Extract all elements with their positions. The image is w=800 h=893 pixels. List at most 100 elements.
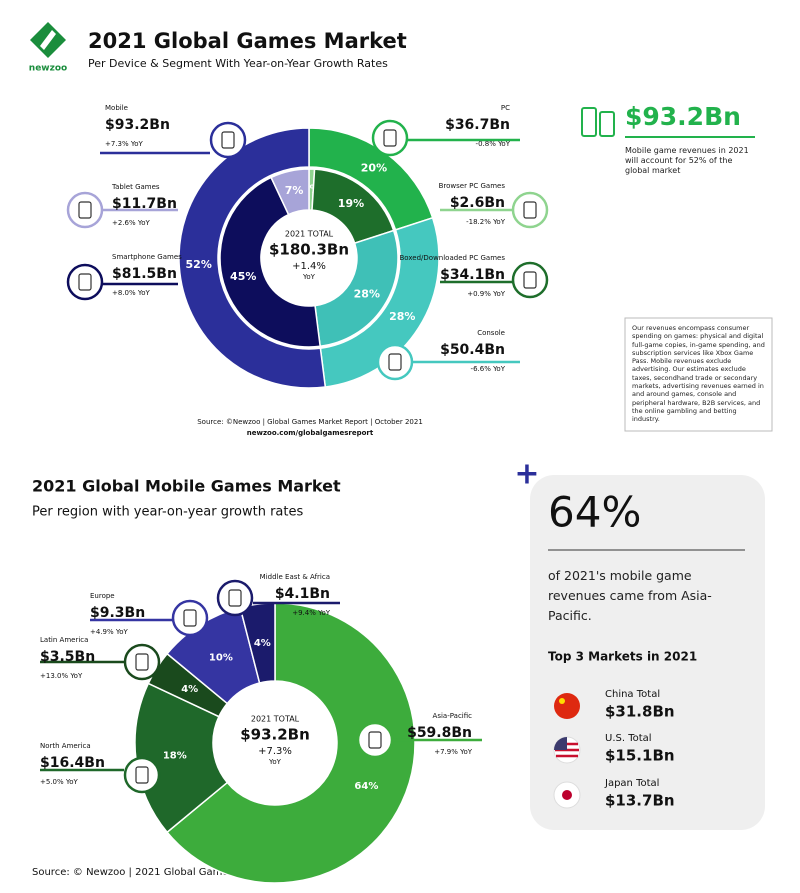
callout-value: $34.1Bn [440, 267, 505, 283]
icon-glyph [135, 653, 149, 671]
icon-glyph [228, 589, 242, 607]
center-growth: +7.3% [258, 746, 292, 757]
callout-growth: +2.6% YoY [112, 219, 151, 227]
icon-glyph [221, 131, 235, 149]
market-label: Japan Total [604, 778, 659, 789]
callout-label: Boxed/Downloaded PC Games [400, 254, 506, 262]
callout-value: $59.8Bn [407, 725, 472, 741]
segment-label: 4% [254, 638, 271, 649]
center-label: 2021 TOTAL [285, 230, 334, 239]
source: Source: ©Newzoo | Global Games Market Re… [197, 418, 423, 426]
link: newzoo.com/globalgamesreport [247, 429, 374, 437]
center-unit: YoY [302, 273, 316, 281]
segment [219, 176, 321, 348]
segment-label: 45% [230, 270, 256, 283]
logo-text: newzoo [29, 64, 67, 74]
icon-glyph [135, 766, 149, 784]
market-value: $31.8Bn [605, 703, 675, 721]
callout-icon [123, 643, 161, 681]
callout-icon [66, 263, 104, 301]
phone-icon [581, 107, 597, 137]
footer: Source: © Newzoo | 2021 Global Games Mar… [32, 867, 308, 878]
callout-label: Smartphone Games [112, 253, 182, 261]
market-value: $13.7Bn [605, 792, 675, 810]
note: Our revenues encompass consumer spending… [632, 324, 765, 424]
market-label: China Total [605, 689, 660, 700]
callout-icon [123, 756, 161, 794]
callout-value: $11.7Bn [112, 196, 177, 212]
center-total: $180.3Bn [269, 241, 349, 259]
icon-glyph [523, 271, 537, 289]
callout-label: Browser PC Games [439, 182, 506, 190]
segment-label: 52% [186, 258, 212, 271]
callout-label: Console [477, 329, 505, 337]
callout-value: $36.7Bn [445, 117, 510, 133]
center-unit: YoY [268, 758, 282, 766]
icon-glyph [78, 201, 92, 219]
icon-glyph [383, 129, 397, 147]
callout-label: Asia-Pacific [433, 712, 473, 720]
note-box [624, 317, 773, 432]
segment-label: 28% [389, 310, 415, 323]
callout-icon [216, 579, 254, 617]
title: 2021 Global Mobile Games Market [32, 477, 341, 496]
callout-label: Latin America [40, 636, 88, 644]
callout-growth: +4.9% YoY [90, 628, 129, 636]
card-text: of 2021's mobile game revenues came from… [548, 568, 712, 623]
callout-growth: +8.0% YoY [112, 289, 151, 297]
highlight-value: $93.2Bn [625, 102, 741, 131]
center-growth: +1.4% [292, 261, 326, 272]
segment-label: 10% [209, 653, 233, 664]
callout-label: PC [501, 104, 510, 112]
center-label: 2021 TOTAL [251, 715, 300, 724]
subtitle: Per Device & Segment With Year-on-Year G… [88, 57, 388, 70]
segment-label: 28% [354, 288, 380, 301]
callout-growth: -0.8% YoY [476, 140, 511, 148]
callout-icon [511, 191, 549, 229]
callout-icon [171, 599, 209, 637]
icon-glyph [78, 273, 92, 291]
callout-growth: +0.9% YoY [467, 290, 506, 298]
highlight-text: Mobile game revenues in 2021 will accoun… [625, 146, 749, 175]
callout-growth: +5.0% YoY [40, 778, 79, 786]
flag-japan [553, 781, 581, 809]
callout-icon [209, 121, 247, 159]
callout-growth: -18.2% YoY [466, 218, 506, 226]
icon-glyph [368, 731, 382, 749]
callout-label: Tablet Games [111, 183, 160, 191]
callout-value: $16.4Bn [40, 755, 105, 771]
tablet-icon [599, 111, 615, 137]
segment-label: 19% [338, 197, 364, 210]
callout-value: $2.6Bn [450, 195, 505, 211]
segment-label: 64% [354, 781, 378, 792]
segment-label: 20% [361, 162, 387, 175]
icon-glyph [523, 201, 537, 219]
callout-growth: +7.3% YoY [105, 140, 144, 148]
title: 2021 Global Games Market [88, 29, 407, 53]
segment [178, 127, 327, 389]
flag-china [554, 693, 580, 719]
segment [270, 168, 310, 216]
callout-label: Mobile [105, 104, 128, 112]
segment-label: 7% [285, 184, 304, 197]
callout-icon [511, 261, 549, 299]
flag-us [553, 736, 581, 764]
segment [166, 602, 416, 884]
callout-growth: +9.4% YoY [292, 609, 331, 617]
callout-value: $9.3Bn [90, 605, 145, 621]
subtitle: Per region with year-on-year growth rate… [32, 505, 303, 520]
segment [314, 229, 399, 348]
callout-label: Middle East & Africa [260, 573, 330, 581]
callout-value: $93.2Bn [105, 117, 170, 133]
market-value: $15.1Bn [605, 747, 675, 765]
market-label: U.S. Total [605, 733, 652, 744]
icon-glyph [183, 609, 197, 627]
callout-value: $81.5Bn [112, 266, 177, 282]
segment-label: 4% [181, 684, 198, 695]
callout-growth: -6.6% YoY [471, 365, 506, 373]
callout-icon [371, 119, 409, 157]
card-big: 64% [548, 488, 641, 537]
callout-growth: +13.0% YoY [40, 672, 83, 680]
callout-icon [376, 343, 414, 381]
